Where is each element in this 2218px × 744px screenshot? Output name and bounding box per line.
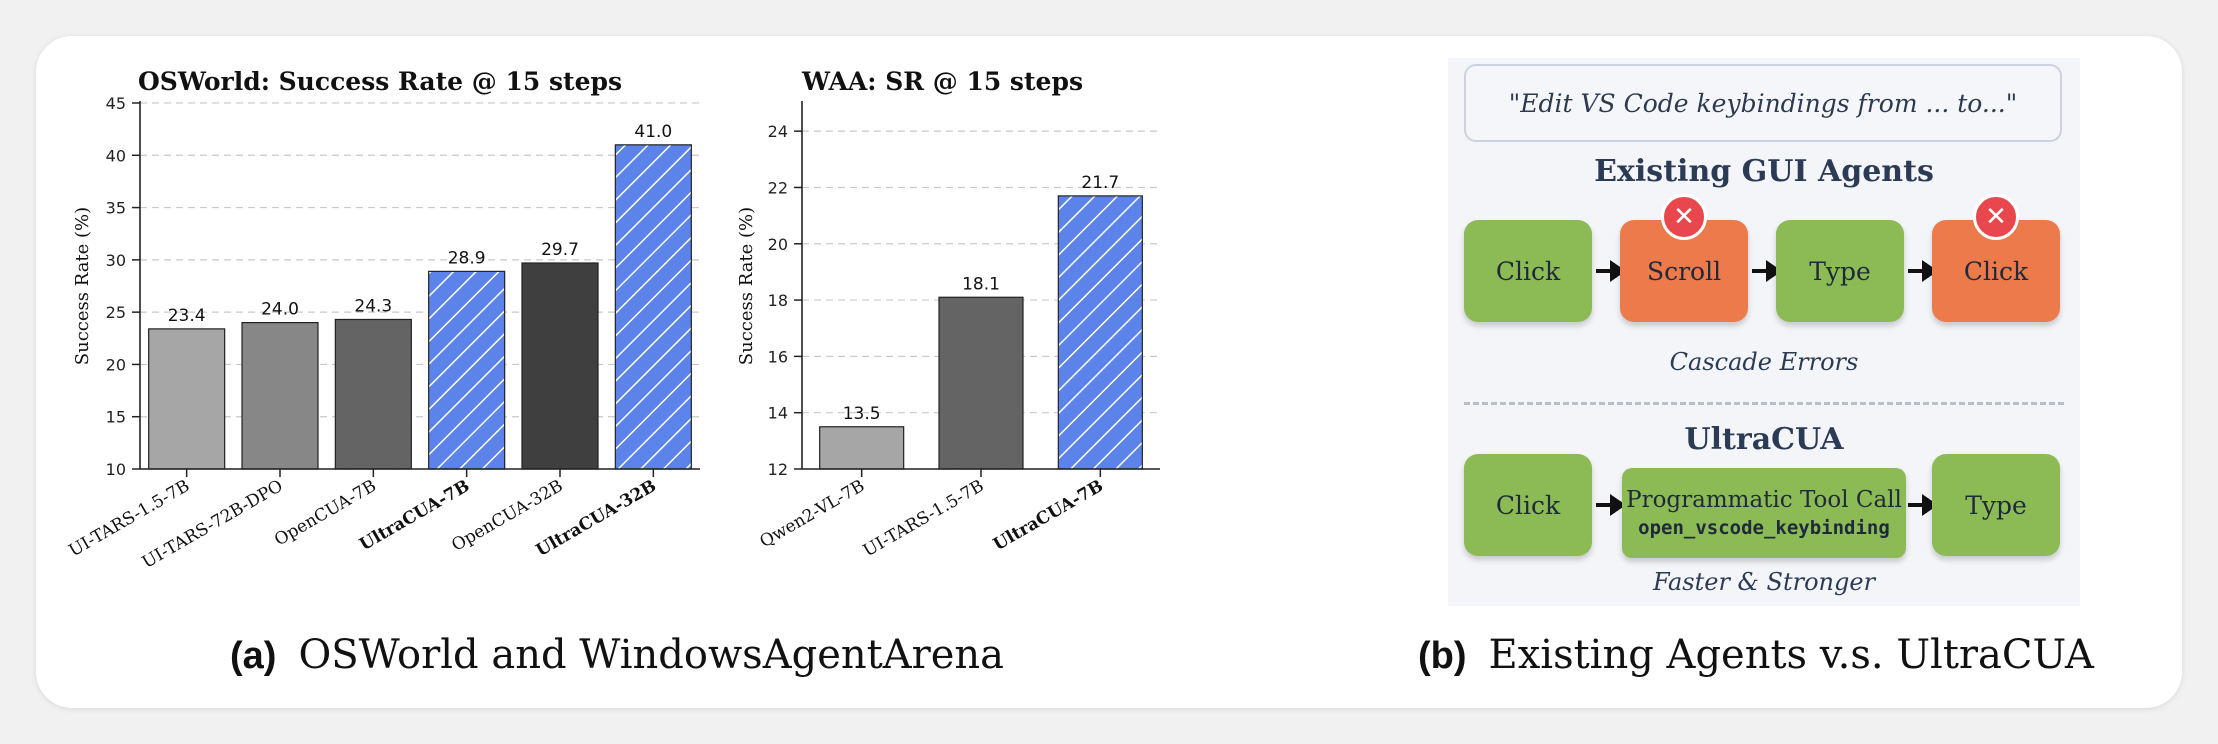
chart-title: OSWorld: Success Rate @ 15 steps	[138, 67, 622, 96]
bar	[1057, 195, 1143, 470]
y-tick-label: 15	[106, 408, 126, 427]
caption-b-text: Existing Agents v.s. UltraCUA	[1488, 632, 2094, 678]
y-tick-label: 30	[106, 251, 126, 270]
ultracua-title: UltraCUA	[1684, 422, 1844, 457]
arrow-icon	[1908, 494, 1938, 516]
y-tick-label: 35	[106, 199, 126, 218]
y-axis-label: Success Rate (%)	[72, 207, 93, 365]
caption-a-label: (a)	[230, 635, 277, 677]
x-tick-label: UI-TARS-1.5-7B	[860, 476, 988, 561]
waa-chart: 12 14 16 18 20 22 24 13.5 Qwen2-VL-7B 18.1 UI-TARS…	[736, 67, 1160, 561]
arrow-icon	[1752, 260, 1782, 282]
osworld-chart: 101520253035404523.4UI-TARS-1.5-7B24.0UI…	[66, 67, 700, 573]
data-label: 21.7	[1081, 173, 1119, 193]
y-tick-label: 24	[768, 122, 788, 141]
x-tick-label: Qwen2-VL-7B	[756, 476, 868, 552]
bar	[521, 262, 599, 470]
caption-b: (b) Existing Agents v.s. UltraCUA	[1418, 632, 2094, 678]
y-tick-label: 16	[768, 347, 788, 366]
y-tick-label: 18	[768, 291, 788, 310]
data-label: 24.0	[261, 300, 299, 320]
faster-stronger-note: Faster & Stronger	[1652, 568, 1876, 596]
x-tick-label: UltraCUA-7B	[990, 476, 1107, 555]
y-tick-label: 14	[768, 404, 788, 423]
error-x-icon: ✕	[1661, 194, 1707, 240]
programmatic-tool-call: Programmatic Tool Call open_vscode_keybi…	[1622, 468, 1906, 558]
bar	[334, 318, 412, 470]
ultra-step-type: Type	[1932, 454, 2060, 556]
existing-step-type: Type	[1776, 220, 1904, 322]
existing-agents-title: Existing GUI Agents	[1594, 154, 1934, 189]
bar	[819, 426, 905, 470]
data-label: 41.0	[634, 122, 672, 142]
y-tick-label: 25	[106, 303, 126, 322]
y-tick-label: 45	[106, 94, 126, 113]
existing-step-click: Click	[1464, 220, 1592, 322]
bar	[148, 328, 226, 470]
chart-title: WAA: SR @ 15 steps	[801, 67, 1083, 96]
tool-call-name: open_vscode_keybinding	[1638, 517, 1890, 539]
arrow-icon	[1908, 260, 1938, 282]
charts-area: 101520253035404523.4UI-TARS-1.5-7B24.0UI…	[66, 67, 1160, 573]
arrow-icon	[1596, 260, 1626, 282]
tool-call-title: Programmatic Tool Call	[1626, 487, 1902, 513]
comparison-diagram: "Edit VS Code keybindings from ... to...…	[1448, 58, 2080, 606]
y-axis-label: Success Rate (%)	[736, 207, 757, 365]
y-tick-label: 12	[768, 460, 788, 479]
bar	[938, 296, 1024, 470]
ultra-step-click: Click	[1464, 454, 1592, 556]
data-label: 24.3	[354, 296, 392, 316]
caption-b-label: (b)	[1418, 635, 1467, 677]
data-label: 23.4	[168, 306, 206, 326]
task-prompt: "Edit VS Code keybindings from ... to...…	[1464, 64, 2062, 142]
bar	[428, 270, 506, 470]
data-label: 13.5	[843, 404, 881, 424]
y-tick-label: 40	[106, 146, 126, 165]
caption-a-text: OSWorld and WindowsAgentArena	[298, 632, 1004, 678]
caption-a: (a) OSWorld and WindowsAgentArena	[230, 632, 1004, 678]
cascade-errors-note: Cascade Errors	[1669, 348, 1859, 376]
error-x-icon: ✕	[1973, 194, 2019, 240]
data-label: 18.1	[962, 274, 1000, 294]
y-tick-label: 10	[106, 460, 126, 479]
y-tick-label: 22	[768, 178, 788, 197]
data-label: 29.7	[541, 240, 579, 260]
data-label: 28.9	[448, 248, 486, 268]
arrow-icon	[1596, 494, 1626, 516]
y-tick-label: 20	[106, 355, 126, 374]
y-tick-label: 20	[768, 235, 788, 254]
bar	[614, 144, 692, 470]
bar	[241, 322, 319, 470]
section-divider	[1464, 402, 2064, 405]
